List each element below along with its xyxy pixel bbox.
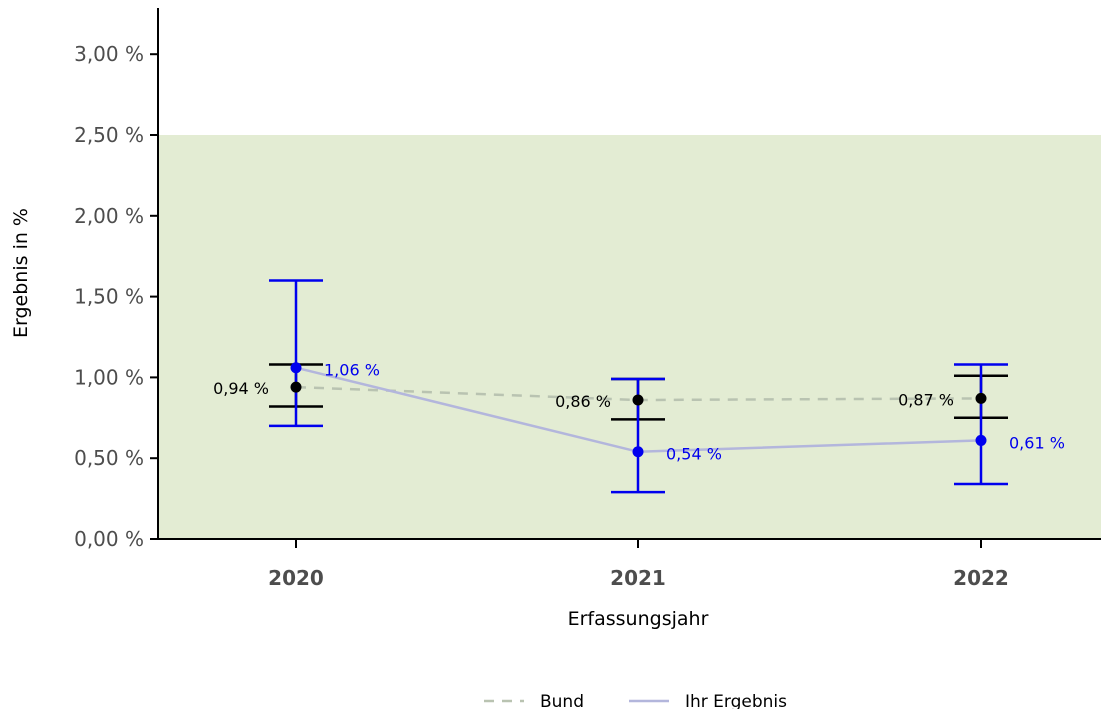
y-axis-title: Ergebnis in % [10, 208, 32, 338]
bund-point [632, 394, 644, 406]
ihr-ergebnis-data-label: 0,54 % [666, 445, 722, 464]
x-tick-label: 2021 [610, 566, 666, 590]
y-axis-ticks: 0,00 % 0,50 % 1,00 % 1,50 % 2,00 % 2,50 % 3,00… [74, 42, 158, 551]
bund-point [975, 392, 987, 404]
data-points [290, 362, 987, 458]
x-tick-label: 2020 [268, 566, 324, 590]
data-labels: 0,94 % 0,86 % 0,87 % 1,06 % 0,54 % 0,61 % [213, 361, 1065, 464]
ihr-ergebnis-point [975, 434, 987, 446]
x-tick-label: 2022 [953, 566, 1009, 590]
bund-data-label: 0,94 % [213, 379, 269, 398]
y-tick-label: 3,00 % [74, 42, 144, 66]
y-tick-label: 1,50 % [74, 285, 144, 309]
y-tick-label: 0,50 % [74, 446, 144, 470]
bund-data-label: 0,87 % [898, 390, 954, 409]
bund-data-label: 0,86 % [555, 392, 611, 411]
y-tick-label: 2,50 % [74, 123, 144, 147]
x-axis-title: Erfassungsjahr [568, 608, 709, 630]
y-tick-label: 1,00 % [74, 365, 144, 389]
legend-bund-label: Bund [540, 692, 584, 709]
error-bars [269, 279, 1008, 494]
reference-band [158, 135, 1101, 539]
bund-point [290, 381, 302, 393]
legend: Bund Ihr Ergebnis [484, 692, 787, 709]
ihr-ergebnis-data-label: 0,61 % [1009, 433, 1065, 452]
ihr-ergebnis-point [632, 446, 644, 458]
y-tick-label: 0,00 % [74, 527, 144, 551]
legend-ihr-ergebnis-label: Ihr Ergebnis [685, 692, 787, 709]
y-tick-label: 2,00 % [74, 204, 144, 228]
ihr-ergebnis-data-label: 1,06 % [324, 361, 380, 380]
ihr-ergebnis-point [290, 362, 302, 374]
x-axis-ticks: 2020 2021 2022 [268, 539, 1009, 590]
